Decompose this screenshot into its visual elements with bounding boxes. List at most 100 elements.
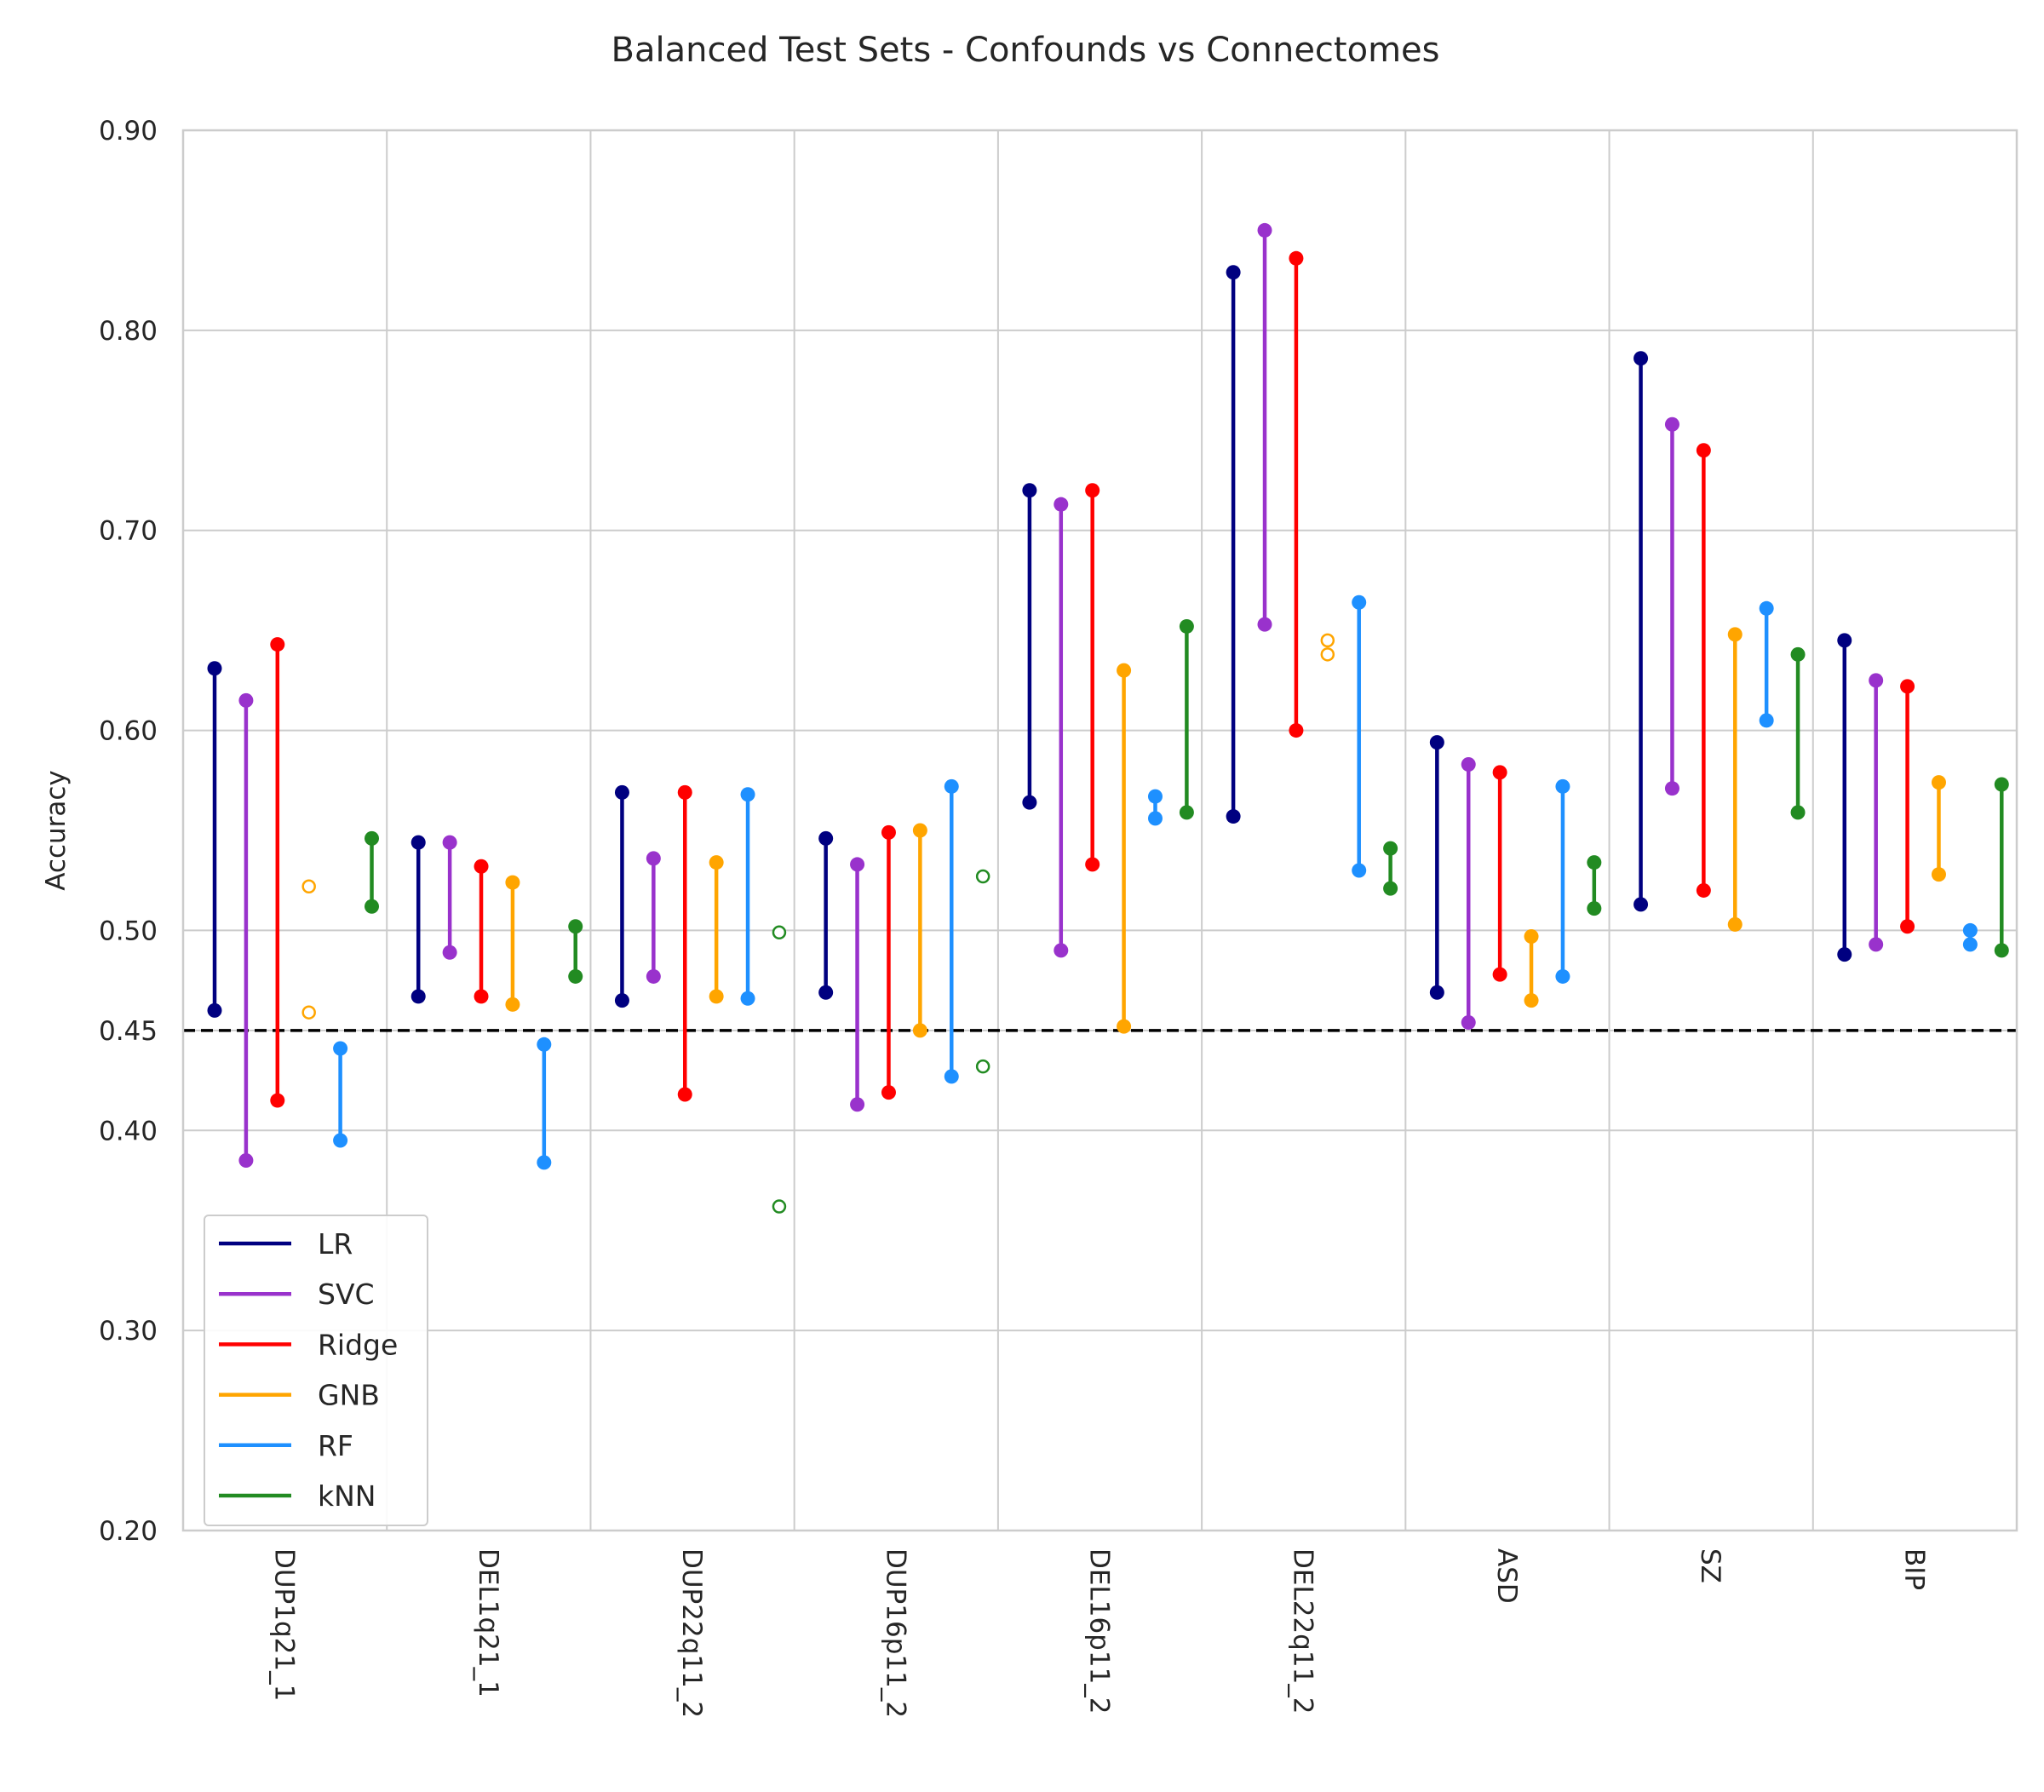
range-point-high — [442, 835, 457, 850]
range-point-low — [537, 1155, 552, 1170]
range-point-high — [411, 835, 426, 850]
y-tick-label: 0.70 — [99, 516, 158, 547]
range-point-low — [740, 991, 755, 1006]
range-point-low — [1429, 985, 1444, 1000]
hollow-point-low — [772, 1199, 787, 1214]
y-axis-label: Accuracy — [41, 770, 72, 891]
range-point-high — [1492, 765, 1507, 780]
x-tick-label: SZ — [1695, 1548, 1725, 1583]
range-point-low — [1790, 805, 1806, 820]
range-point-high — [238, 692, 254, 708]
dumbbell-marks — [207, 222, 2009, 1214]
range-point-high — [1555, 778, 1570, 794]
y-tick-label: 0.80 — [99, 316, 158, 347]
range-point-low — [818, 985, 834, 1000]
range-point-high — [1289, 250, 1304, 266]
range-point-high — [1900, 679, 1915, 694]
legend-label: LR — [318, 1227, 353, 1261]
range-point-low — [1555, 968, 1570, 984]
range-point-high — [1790, 646, 1806, 662]
range-point-low — [1147, 811, 1163, 826]
y-tick-label: 0.40 — [99, 1116, 158, 1146]
x-tick-label: DUP16p11_2 — [880, 1548, 910, 1718]
range-point-low — [207, 1002, 222, 1018]
range-point-low — [1587, 901, 1602, 916]
range-point-high — [1085, 483, 1100, 498]
range-point-high — [1226, 265, 1241, 280]
legend-label: SVC — [318, 1278, 375, 1311]
range-point-high — [646, 851, 661, 866]
range-point-low — [1524, 993, 1539, 1008]
range-point-high — [1869, 673, 1884, 688]
range-point-high — [537, 1037, 552, 1052]
axes-frame — [181, 129, 2018, 1532]
x-tick-label: DEL22q11_2 — [1288, 1548, 1318, 1714]
range-point-high — [677, 784, 692, 800]
hollow-point-low — [301, 1005, 316, 1019]
legend-label: Ridge — [318, 1328, 398, 1361]
x-tick-label: DEL16p11_2 — [1084, 1548, 1115, 1714]
range-point-low — [1727, 916, 1743, 932]
range-point-low — [881, 1085, 896, 1100]
y-tick-labels: 0.90 0.80 0.70 0.60 0.50 0.45 0.40 0.30 0.20 — [99, 116, 158, 1547]
hollow-point-high — [772, 925, 787, 940]
range-point-low — [1289, 723, 1304, 738]
range-point-high — [333, 1041, 348, 1056]
range-point-low — [1054, 943, 1069, 958]
range-point-low — [474, 989, 489, 1004]
range-point-low — [1352, 863, 1367, 878]
range-point-high — [1054, 497, 1069, 512]
range-point-low — [1492, 967, 1507, 982]
range-point-low — [1226, 809, 1241, 824]
range-point-high — [1696, 443, 1711, 458]
legend-box — [204, 1215, 428, 1526]
range-point-high — [1837, 633, 1852, 648]
x-tick-label: BIP — [1898, 1548, 1929, 1590]
range-point-high — [1147, 789, 1163, 804]
range-point-high — [1931, 775, 1946, 790]
plot-area-border — [181, 129, 2018, 1532]
x-tick-label: DUP1q21_1 — [269, 1548, 300, 1701]
y-tick-label: 0.30 — [99, 1316, 158, 1347]
range-point-low — [1179, 805, 1194, 820]
range-point-high — [881, 824, 896, 840]
range-point-low — [411, 989, 426, 1004]
range-point-high — [740, 787, 755, 802]
chart-title: Balanced Test Sets - Confounds vs Connec… — [611, 31, 1440, 70]
y-tick-label: 0.90 — [99, 116, 158, 146]
range-point-low — [1383, 881, 1398, 896]
range-point-high — [818, 830, 834, 846]
range-point-high — [474, 859, 489, 874]
range-point-low — [505, 997, 520, 1012]
range-point-low — [1633, 897, 1649, 912]
range-point-high — [1994, 777, 2009, 792]
x-tick-label: ASD — [1491, 1548, 1522, 1604]
range-point-high — [1633, 351, 1649, 366]
range-point-high — [614, 784, 629, 800]
x-tick-label: DEL1q21_1 — [473, 1548, 503, 1697]
range-point-low — [1994, 943, 2009, 958]
legend: LR SVC Ridge GNB RF kNN — [204, 1215, 428, 1526]
legend-label: GNB — [318, 1379, 380, 1412]
range-point-low — [944, 1069, 959, 1084]
y-tick-label: 0.60 — [99, 716, 158, 747]
range-point-low — [1759, 713, 1774, 728]
range-point-low — [1664, 781, 1679, 796]
range-point-low — [677, 1087, 692, 1102]
range-point-low — [365, 899, 379, 914]
x-tick-labels: DUP1q21_1 DEL1q21_1 DUP22q11_2 DUP16p11_2 DE… — [269, 1548, 1930, 1718]
range-point-low — [270, 1093, 285, 1108]
hollow-point-high — [1320, 633, 1335, 648]
range-point-high — [270, 637, 285, 652]
range-point-high — [1179, 618, 1194, 634]
range-point-high — [1461, 756, 1476, 772]
range-point-high — [505, 875, 520, 890]
range-point-low — [850, 1097, 865, 1112]
range-point-low — [1837, 947, 1852, 962]
range-point-high — [1587, 855, 1602, 870]
range-point-high — [709, 855, 724, 870]
y-tick-label: 0.50 — [99, 916, 158, 946]
range-point-low — [1085, 857, 1100, 872]
